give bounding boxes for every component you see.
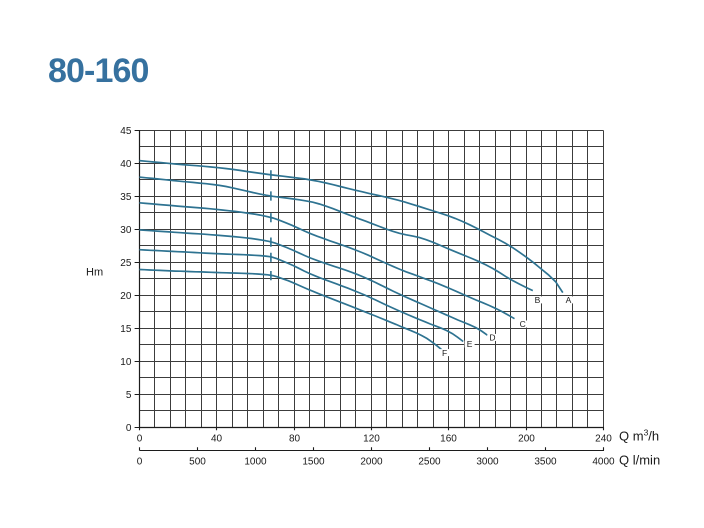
svg-text:40: 40 [211, 433, 223, 444]
svg-text:0: 0 [126, 423, 132, 434]
svg-text:2000: 2000 [360, 457, 383, 468]
svg-text:160: 160 [440, 433, 457, 444]
svg-text:40: 40 [120, 159, 132, 170]
svg-text:C: C [520, 319, 526, 329]
svg-text:2500: 2500 [418, 457, 441, 468]
svg-text:F: F [442, 348, 447, 358]
svg-text:20: 20 [120, 291, 132, 302]
svg-text:10: 10 [120, 357, 132, 368]
svg-text:E: E [467, 339, 473, 349]
svg-text:500: 500 [189, 457, 206, 468]
svg-text:B: B [535, 295, 541, 305]
svg-text:A: A [566, 295, 572, 305]
svg-text:80: 80 [289, 433, 301, 444]
svg-text:Q m3/h: Q m3/h [619, 428, 659, 444]
svg-text:15: 15 [120, 324, 132, 335]
svg-text:240: 240 [595, 433, 612, 444]
svg-text:35: 35 [120, 192, 132, 203]
svg-text:Q l/min: Q l/min [619, 453, 660, 468]
svg-text:200: 200 [518, 433, 535, 444]
svg-text:45: 45 [120, 126, 132, 137]
svg-text:30: 30 [120, 225, 132, 236]
svg-text:5: 5 [126, 390, 132, 401]
svg-text:25: 25 [120, 258, 132, 269]
svg-text:0: 0 [137, 457, 143, 468]
svg-text:120: 120 [363, 433, 380, 444]
svg-text:Hm: Hm [86, 267, 103, 279]
svg-text:4000: 4000 [592, 457, 615, 468]
svg-text:1500: 1500 [302, 457, 325, 468]
svg-text:3500: 3500 [534, 457, 557, 468]
svg-text:D: D [489, 333, 495, 343]
svg-text:0: 0 [137, 433, 143, 444]
svg-text:3000: 3000 [476, 457, 499, 468]
svg-text:1000: 1000 [244, 457, 267, 468]
